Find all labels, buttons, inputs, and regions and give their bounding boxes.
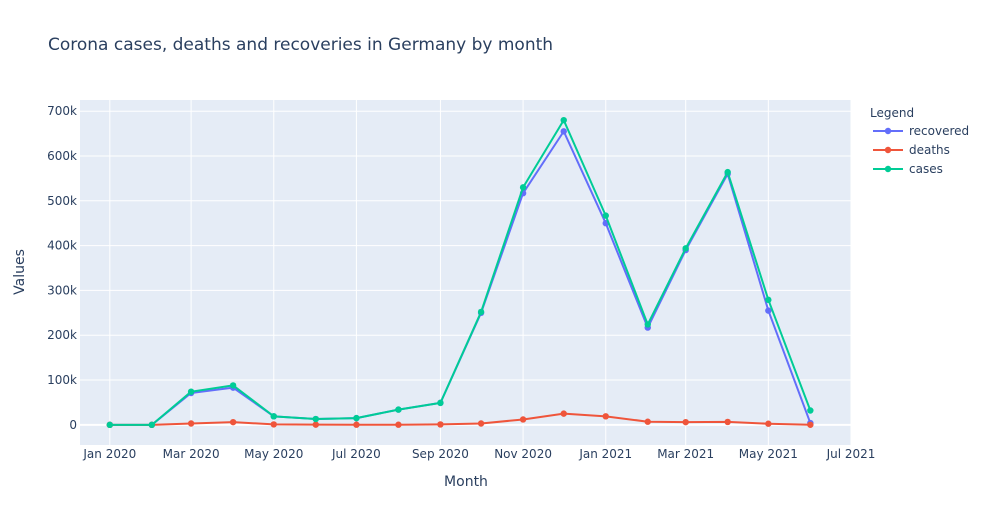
x-tick-label: Jul 2021	[826, 447, 876, 461]
legend-item-deaths[interactable]: deaths	[873, 143, 950, 157]
data-point-deaths	[807, 421, 814, 428]
data-point-deaths	[724, 418, 731, 426]
x-tick-label: Nov 2020	[494, 447, 552, 461]
data-point-deaths	[477, 420, 485, 427]
y-tick-label: 300k	[47, 283, 77, 297]
data-point-deaths	[644, 418, 651, 425]
data-point-deaths	[765, 420, 772, 427]
data-point-deaths	[229, 418, 237, 426]
series-deaths	[106, 410, 814, 429]
data-point-cases	[106, 421, 114, 429]
data-point-deaths	[353, 421, 360, 428]
data-point-cases	[312, 415, 319, 423]
data-point-cases	[477, 308, 485, 316]
data-point-deaths	[560, 410, 567, 417]
x-tick-label: Mar 2021	[657, 447, 714, 461]
x-axis-ticks: Jan 2020 Mar 2020 May 2020 Jul 2020 Sep 2020…	[82, 447, 875, 461]
x-axis-title: Month	[444, 474, 488, 490]
data-point-cases	[602, 212, 609, 219]
x-tick-label: Jul 2020	[331, 447, 381, 461]
legend-item-cases[interactable]: cases	[873, 162, 943, 176]
data-point-cases	[560, 116, 567, 124]
data-point-deaths	[682, 418, 689, 426]
x-tick-label: Sep 2020	[412, 447, 469, 461]
x-tick-label: Mar 2020	[163, 447, 220, 461]
y-tick-label: 700k	[47, 104, 77, 118]
y-tick-label: 0	[69, 418, 77, 432]
x-tick-label: May 2021	[739, 447, 798, 461]
y-axis-ticks: 0 100k 200k 300k 400k 500k 600k 700k	[47, 104, 77, 432]
legend-item-recovered[interactable]: recovered	[873, 124, 969, 138]
data-point-cases	[395, 406, 402, 413]
y-tick-label: 200k	[47, 328, 77, 342]
y-tick-label: 500k	[47, 194, 77, 208]
legend-label-deaths: deaths	[909, 143, 950, 157]
data-point-cases	[353, 414, 360, 422]
series-line-deaths	[109, 412, 811, 426]
legend-label-recovered: recovered	[909, 124, 969, 138]
series-cases	[106, 116, 814, 429]
y-axis-title: Values	[12, 249, 28, 295]
legend-marker-recovered	[884, 127, 892, 135]
data-point-cases	[229, 382, 237, 389]
y-tick-label: 600k	[47, 149, 77, 163]
data-point-cases	[187, 388, 195, 395]
legend-title: Legend	[870, 106, 914, 120]
data-point-cases	[765, 296, 772, 304]
data-point-cases	[148, 421, 156, 429]
data-point-deaths	[312, 421, 319, 428]
x-tick-label: Jan 2020	[82, 447, 136, 461]
data-point-deaths	[437, 421, 444, 428]
data-point-cases	[644, 321, 651, 328]
data-point-deaths	[519, 416, 527, 423]
plot-area	[80, 100, 851, 445]
data-point-deaths	[270, 421, 277, 428]
data-point-deaths	[602, 413, 609, 420]
data-point-cases	[724, 168, 731, 176]
x-tick-label: May 2020	[244, 447, 303, 461]
data-point-deaths	[187, 420, 195, 427]
legend-marker-deaths	[884, 146, 892, 154]
legend-label-cases: cases	[909, 162, 943, 176]
data-point-recovered	[560, 128, 567, 135]
chart-title: Corona cases, deaths and recoveries in G…	[48, 35, 553, 55]
data-point-recovered	[765, 307, 772, 314]
data-point-cases	[519, 184, 527, 191]
data-point-deaths	[395, 421, 402, 428]
legend[interactable]: Legend recovered deaths cases	[870, 106, 969, 176]
y-tick-label: 100k	[47, 373, 77, 387]
data-point-cases	[682, 245, 689, 252]
legend-marker-cases	[884, 165, 892, 173]
data-point-cases	[270, 413, 277, 420]
data-point-cases	[437, 399, 444, 407]
series-line-cases	[109, 119, 812, 426]
data-point-cases	[807, 407, 814, 414]
series-layer	[106, 116, 814, 429]
y-tick-label: 400k	[47, 239, 77, 253]
x-tick-label: Jan 2021	[578, 447, 632, 461]
